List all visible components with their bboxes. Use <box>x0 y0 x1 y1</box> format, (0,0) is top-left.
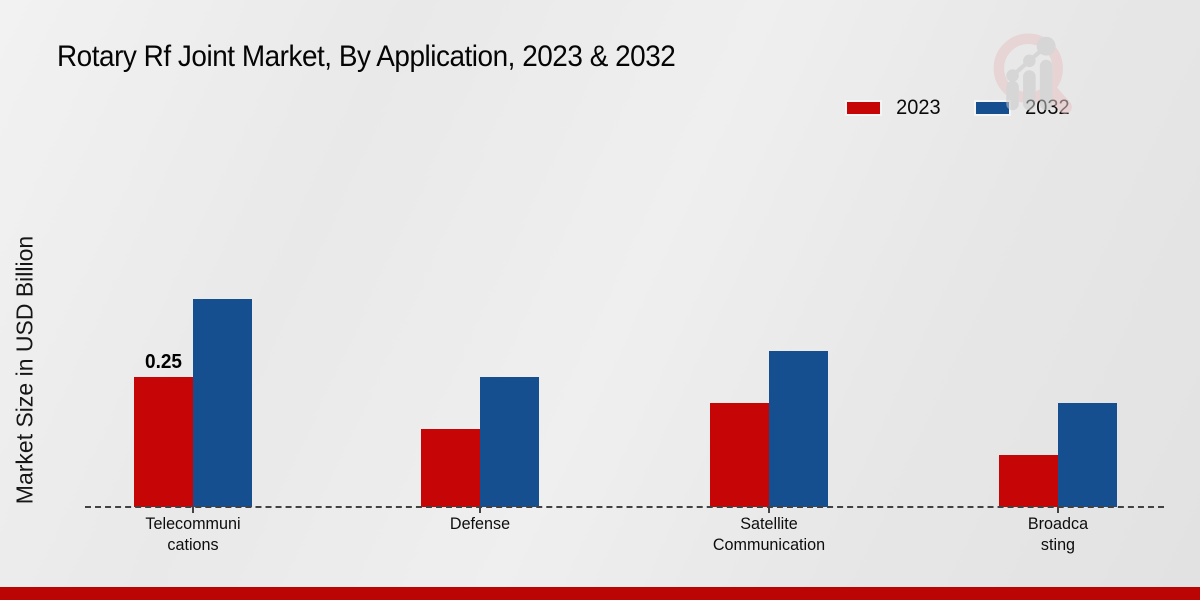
x-axis-baseline <box>85 506 1164 508</box>
x-category-label: Broadca sting <box>1027 514 1088 554</box>
bar-2032-2 <box>480 377 539 507</box>
legend-swatch-2023 <box>845 100 882 116</box>
bar-2023-4 <box>998 455 1058 507</box>
x-category-label: Satellite Communication <box>712 514 825 554</box>
footer-accent-strip <box>0 587 1200 600</box>
x-axis-tick <box>479 507 481 513</box>
bar-2032-1 <box>192 299 252 507</box>
bar-2023-2 <box>421 429 480 507</box>
bar-2032-3 <box>768 351 828 507</box>
x-axis-tick <box>767 507 770 513</box>
magnifier-bar-chart-logo-icon <box>993 33 1072 114</box>
legend-label-2023: 2023 <box>896 96 941 119</box>
y-axis-label: Market Size in USD Billion <box>11 235 38 505</box>
legend-item-2023: 2023 <box>845 96 942 120</box>
bar-2023-1 <box>133 377 193 507</box>
x-category-label: Telecommuni cations <box>144 514 241 554</box>
x-category-label: Defense <box>449 514 511 533</box>
bar-2023-3 <box>709 403 769 507</box>
x-axis-tick <box>1056 507 1059 513</box>
bar-2032-4 <box>1057 403 1117 507</box>
x-axis-tick <box>191 507 194 513</box>
chart-title: Rotary Rf Joint Market, By Application, … <box>57 40 676 73</box>
bar-value-label: 0.25 <box>144 351 182 373</box>
